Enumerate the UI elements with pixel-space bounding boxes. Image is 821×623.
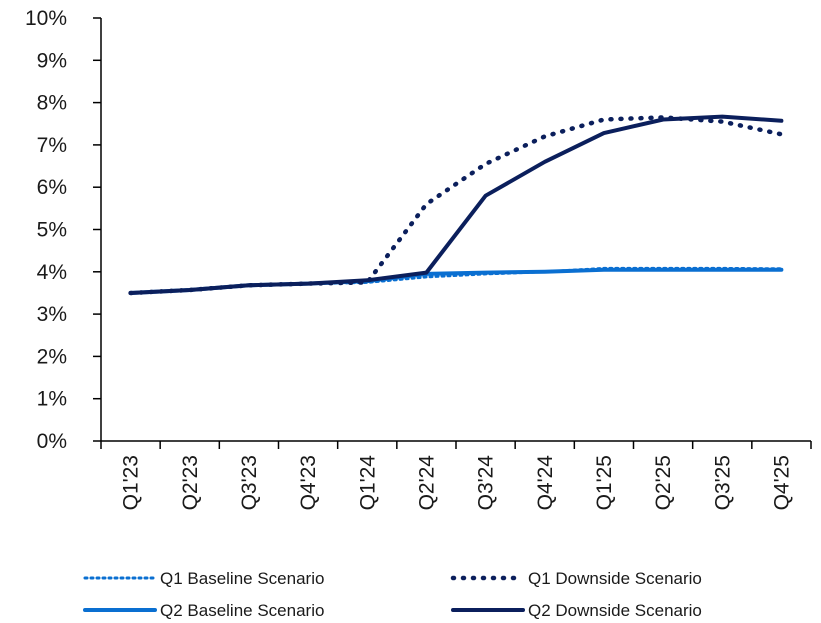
x-tick-label: Q2'24 (415, 455, 438, 511)
y-tick-label: 8% (37, 92, 67, 115)
x-tick-label: Q1'24 (356, 455, 379, 511)
y-tick-label: 4% (37, 261, 67, 284)
legend-label-q1-baseline-scenario: Q1 Baseline Scenario (160, 569, 324, 588)
legend-label-q1-downside-scenario: Q1 Downside Scenario (528, 569, 702, 588)
x-tick-label: Q2'23 (179, 455, 202, 510)
series-line-q2-baseline-scenario (128, 267, 784, 295)
series-line-q1-downside-scenario (128, 115, 784, 296)
x-tick-label: Q3'25 (711, 455, 734, 510)
x-tick-label: Q1'23 (120, 455, 143, 510)
series-lines (128, 114, 784, 296)
x-tick-label: Q4'23 (297, 455, 320, 510)
series-line-q2-downside-scenario (128, 114, 784, 295)
y-tick-label: 9% (37, 49, 67, 72)
y-tick-label: 3% (37, 303, 67, 326)
y-tick-label: 0% (37, 430, 67, 453)
x-tick-label: Q3'23 (238, 455, 261, 510)
legend: Q1 Baseline Scenario Q1 Downside Scenario… (83, 569, 702, 620)
y-tick-label: 2% (37, 345, 67, 368)
x-tick-label: Q2'25 (652, 455, 675, 510)
legend-label-q2-downside-scenario: Q2 Downside Scenario (528, 601, 702, 620)
legend-label-q2-baseline-scenario: Q2 Baseline Scenario (160, 601, 324, 620)
y-tick-label: 1% (37, 388, 67, 411)
y-tick-label: 10% (25, 7, 67, 30)
y-tick-label: 6% (37, 176, 67, 199)
x-tick-label: Q1'25 (593, 455, 616, 510)
axes: 0% 1% 2% 3% 4% 5% 6% 7% 8% 9% 10% Q1'23 Q2'23 Q3'23 Q4… (25, 7, 812, 511)
y-tick-label: 5% (37, 219, 67, 242)
x-tick-label: Q3'24 (475, 455, 498, 511)
y-tick-label: 7% (37, 134, 67, 157)
x-tick-label: Q4'24 (534, 455, 557, 511)
x-tick-label: Q4'25 (770, 455, 793, 510)
